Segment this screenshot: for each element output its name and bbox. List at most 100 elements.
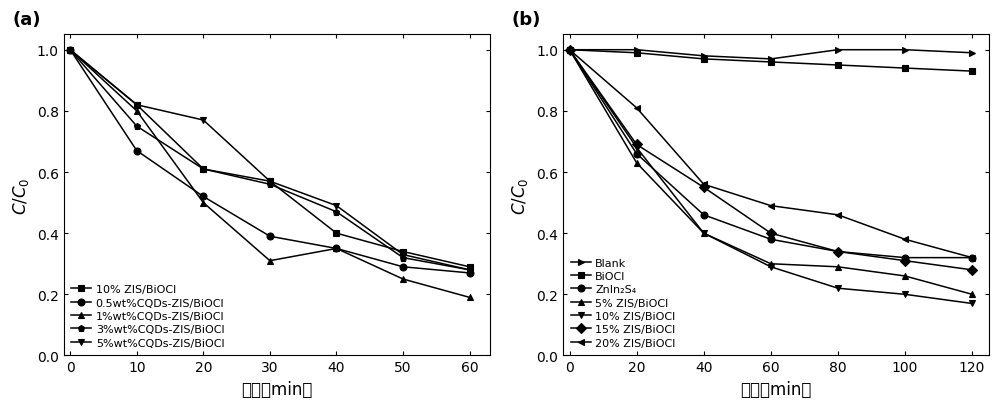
BiOCl xyxy=(765,61,777,65)
5%wt%CQDs-ZIS/BiOCl xyxy=(330,204,342,209)
Blank xyxy=(832,48,844,53)
0.5wt%CQDs-ZIS/BiOCl xyxy=(397,265,409,270)
ZnIn₂S₄ xyxy=(899,256,911,261)
10% ZIS/BiOCl xyxy=(832,286,844,291)
15% ZIS/BiOCl xyxy=(631,143,643,148)
Line: BiOCl: BiOCl xyxy=(566,47,976,75)
Text: (a): (a) xyxy=(12,11,41,29)
5% ZIS/BiOCl xyxy=(966,292,978,297)
3%wt%CQDs-ZIS/BiOCl xyxy=(131,124,143,129)
Line: 3%wt%CQDs-ZIS/BiOCl: 3%wt%CQDs-ZIS/BiOCl xyxy=(67,47,473,274)
15% ZIS/BiOCl xyxy=(765,231,777,236)
Blank xyxy=(564,48,576,53)
X-axis label: 时间（min）: 时间（min） xyxy=(241,380,312,398)
5%wt%CQDs-ZIS/BiOCl xyxy=(131,103,143,108)
10% ZIS/BiOCl xyxy=(464,265,476,270)
20% ZIS/BiOCl xyxy=(832,213,844,218)
Y-axis label: $C/C_0$: $C/C_0$ xyxy=(11,177,31,214)
ZnIn₂S₄ xyxy=(765,237,777,242)
10% ZIS/BiOCl xyxy=(330,231,342,236)
ZnIn₂S₄ xyxy=(832,249,844,254)
5%wt%CQDs-ZIS/BiOCl xyxy=(464,268,476,273)
Line: Blank: Blank xyxy=(566,47,976,63)
20% ZIS/BiOCl xyxy=(698,182,710,187)
BiOCl xyxy=(564,48,576,53)
Line: 15% ZIS/BiOCl: 15% ZIS/BiOCl xyxy=(566,47,976,274)
20% ZIS/BiOCl xyxy=(765,204,777,209)
ZnIn₂S₄ xyxy=(564,48,576,53)
10% ZIS/BiOCl xyxy=(564,48,576,53)
10% ZIS/BiOCl xyxy=(197,167,209,172)
15% ZIS/BiOCl xyxy=(564,48,576,53)
1%wt%CQDs-ZIS/BiOCl xyxy=(131,109,143,114)
Legend: 10% ZIS/BiOCl, 0.5wt%CQDs-ZIS/BiOCl, 1%wt%CQDs-ZIS/BiOCl, 3%wt%CQDs-ZIS/BiOCl, 5: 10% ZIS/BiOCl, 0.5wt%CQDs-ZIS/BiOCl, 1%w… xyxy=(69,283,227,350)
Line: 5% ZIS/BiOCl: 5% ZIS/BiOCl xyxy=(566,47,976,298)
Blank xyxy=(899,48,911,53)
5% ZIS/BiOCl xyxy=(631,161,643,166)
15% ZIS/BiOCl xyxy=(832,249,844,254)
Line: 5%wt%CQDs-ZIS/BiOCl: 5%wt%CQDs-ZIS/BiOCl xyxy=(67,47,473,274)
Line: 0.5wt%CQDs-ZIS/BiOCl: 0.5wt%CQDs-ZIS/BiOCl xyxy=(67,47,473,277)
ZnIn₂S₄ xyxy=(966,256,978,261)
Blank xyxy=(698,54,710,59)
1%wt%CQDs-ZIS/BiOCl xyxy=(464,295,476,300)
BiOCl xyxy=(631,51,643,56)
3%wt%CQDs-ZIS/BiOCl xyxy=(330,210,342,215)
20% ZIS/BiOCl xyxy=(899,237,911,242)
5% ZIS/BiOCl xyxy=(832,265,844,270)
ZnIn₂S₄ xyxy=(631,152,643,157)
X-axis label: 时间（min）: 时间（min） xyxy=(740,380,812,398)
3%wt%CQDs-ZIS/BiOCl xyxy=(397,256,409,261)
0.5wt%CQDs-ZIS/BiOCl xyxy=(264,234,276,239)
10% ZIS/BiOCl xyxy=(698,231,710,236)
Line: ZnIn₂S₄: ZnIn₂S₄ xyxy=(566,47,976,261)
5% ZIS/BiOCl xyxy=(765,262,777,267)
0.5wt%CQDs-ZIS/BiOCl xyxy=(464,271,476,276)
1%wt%CQDs-ZIS/BiOCl xyxy=(330,246,342,251)
Blank xyxy=(631,48,643,53)
Blank xyxy=(765,57,777,62)
3%wt%CQDs-ZIS/BiOCl xyxy=(464,268,476,273)
20% ZIS/BiOCl xyxy=(631,106,643,111)
5%wt%CQDs-ZIS/BiOCl xyxy=(64,48,76,53)
10% ZIS/BiOCl xyxy=(131,103,143,108)
0.5wt%CQDs-ZIS/BiOCl xyxy=(330,246,342,251)
Line: 10% ZIS/BiOCl: 10% ZIS/BiOCl xyxy=(67,47,473,271)
15% ZIS/BiOCl xyxy=(698,185,710,190)
Text: (b): (b) xyxy=(512,11,541,29)
10% ZIS/BiOCl xyxy=(264,179,276,184)
BiOCl xyxy=(698,57,710,62)
15% ZIS/BiOCl xyxy=(966,268,978,273)
10% ZIS/BiOCl xyxy=(765,265,777,270)
ZnIn₂S₄ xyxy=(698,213,710,218)
20% ZIS/BiOCl xyxy=(966,256,978,261)
Line: 10% ZIS/BiOCl: 10% ZIS/BiOCl xyxy=(566,47,976,307)
10% ZIS/BiOCl xyxy=(966,301,978,306)
10% ZIS/BiOCl xyxy=(64,48,76,53)
10% ZIS/BiOCl xyxy=(397,249,409,254)
BiOCl xyxy=(832,63,844,68)
0.5wt%CQDs-ZIS/BiOCl xyxy=(197,195,209,200)
3%wt%CQDs-ZIS/BiOCl xyxy=(264,182,276,187)
1%wt%CQDs-ZIS/BiOCl xyxy=(197,201,209,206)
0.5wt%CQDs-ZIS/BiOCl xyxy=(131,149,143,154)
BiOCl xyxy=(966,70,978,74)
5% ZIS/BiOCl xyxy=(698,231,710,236)
1%wt%CQDs-ZIS/BiOCl xyxy=(64,48,76,53)
Legend: Blank, BiOCl, ZnIn₂S₄, 5% ZIS/BiOCl, 10% ZIS/BiOCl, 15% ZIS/BiOCl, 20% ZIS/BiOCl: Blank, BiOCl, ZnIn₂S₄, 5% ZIS/BiOCl, 10%… xyxy=(568,256,678,350)
20% ZIS/BiOCl xyxy=(564,48,576,53)
5% ZIS/BiOCl xyxy=(899,274,911,279)
BiOCl xyxy=(899,66,911,71)
Line: 1%wt%CQDs-ZIS/BiOCl: 1%wt%CQDs-ZIS/BiOCl xyxy=(67,47,473,301)
Blank xyxy=(966,51,978,56)
Y-axis label: $C/C_0$: $C/C_0$ xyxy=(510,177,530,214)
10% ZIS/BiOCl xyxy=(631,146,643,151)
1%wt%CQDs-ZIS/BiOCl xyxy=(397,277,409,282)
3%wt%CQDs-ZIS/BiOCl xyxy=(197,167,209,172)
0.5wt%CQDs-ZIS/BiOCl xyxy=(64,48,76,53)
5%wt%CQDs-ZIS/BiOCl xyxy=(197,118,209,123)
5%wt%CQDs-ZIS/BiOCl xyxy=(397,252,409,257)
1%wt%CQDs-ZIS/BiOCl xyxy=(264,258,276,263)
5% ZIS/BiOCl xyxy=(564,48,576,53)
3%wt%CQDs-ZIS/BiOCl xyxy=(64,48,76,53)
